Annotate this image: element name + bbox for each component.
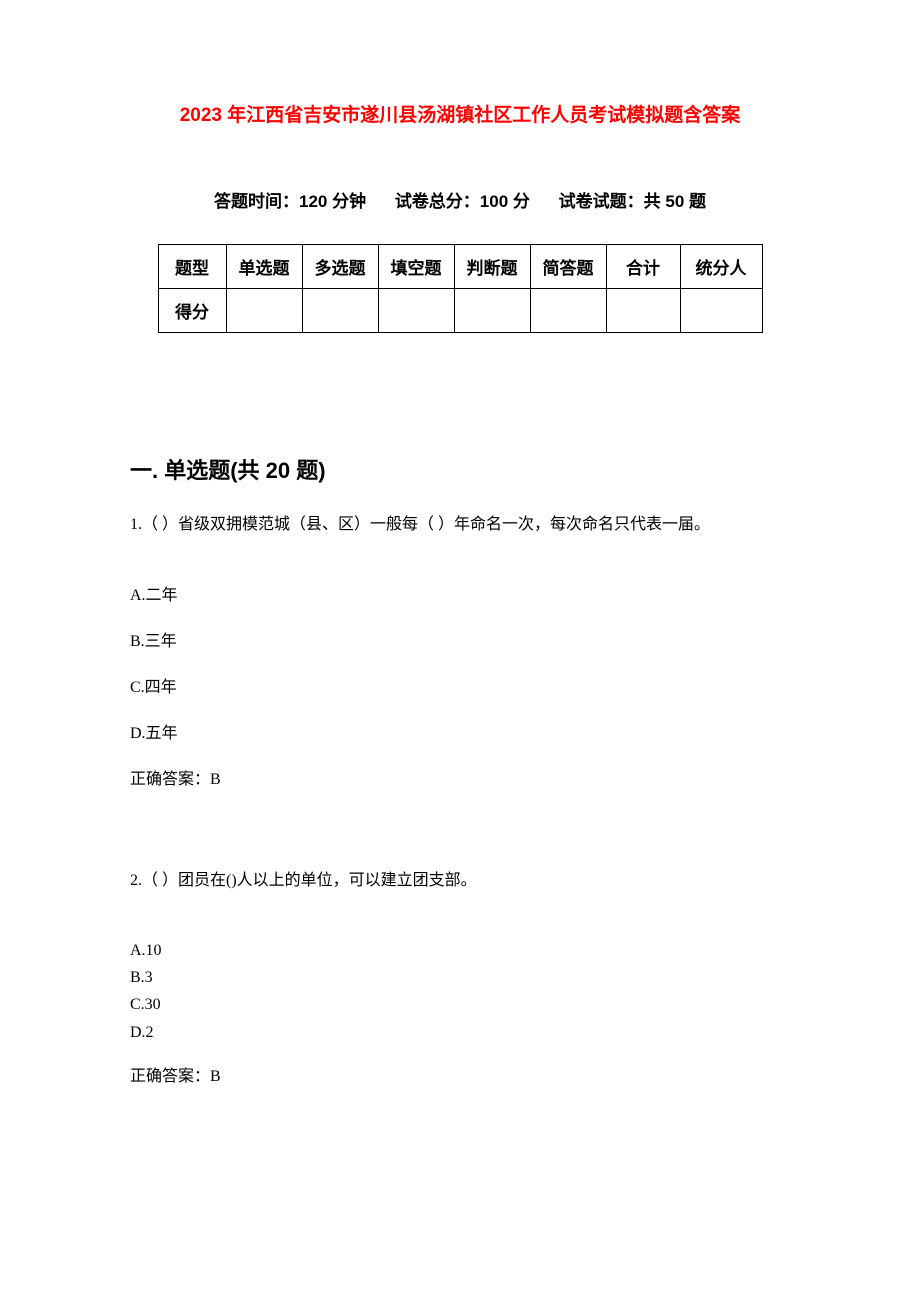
table-score-row: 得分 [158, 289, 762, 333]
question-text: 1.（ ）省级双拥模范城（县、区）一般每（ ）年命名一次，每次命名只代表一届。 [130, 513, 790, 537]
table-score-cell [302, 289, 378, 333]
table-header-row: 题型 单选题 多选题 填空题 判断题 简答题 合计 统分人 [158, 245, 762, 289]
exam-question-count: 试卷试题：共 50 题 [559, 192, 706, 211]
table-header-cell: 简答题 [530, 245, 606, 289]
table-header-cell: 判断题 [454, 245, 530, 289]
question-text: 2.（ ）团员在()人以上的单位，可以建立团支部。 [130, 869, 790, 893]
table-score-label: 得分 [158, 289, 226, 333]
exam-time: 答题时间：120 分钟 [214, 192, 366, 211]
option-d: D.五年 [130, 719, 790, 743]
table-score-cell [378, 289, 454, 333]
table-header-cell: 统分人 [680, 245, 762, 289]
table-header-cell: 合计 [606, 245, 680, 289]
table-score-cell [226, 289, 302, 333]
answer: 正确答案：B [130, 1062, 790, 1086]
option-a: A.二年 [130, 581, 790, 605]
table-score-cell [606, 289, 680, 333]
option-d: D.2 [130, 1019, 790, 1046]
table-header-cell: 多选题 [302, 245, 378, 289]
score-table: 题型 单选题 多选题 填空题 判断题 简答题 合计 统分人 得分 [158, 244, 763, 333]
table-header-cell: 填空题 [378, 245, 454, 289]
option-b: B.三年 [130, 627, 790, 651]
answer: 正确答案：B [130, 765, 790, 789]
option-a: A.10 [130, 937, 790, 964]
table-header-cell: 单选题 [226, 245, 302, 289]
table-header-cell: 题型 [158, 245, 226, 289]
table-score-cell [530, 289, 606, 333]
table-score-cell [454, 289, 530, 333]
section-heading: 一. 单选题(共 20 题) [130, 453, 790, 485]
option-c: C.四年 [130, 673, 790, 697]
option-b: B.3 [130, 964, 790, 991]
question-2: 2.（ ）团员在()人以上的单位，可以建立团支部。 A.10 B.3 C.30 … [130, 869, 790, 1086]
question-1: 1.（ ）省级双拥模范城（县、区）一般每（ ）年命名一次，每次命名只代表一届。 … [130, 513, 790, 789]
table-score-cell [680, 289, 762, 333]
exam-info: 答题时间：120 分钟 试卷总分：100 分 试卷试题：共 50 题 [130, 187, 790, 212]
exam-total-score: 试卷总分：100 分 [395, 192, 530, 211]
option-c: C.30 [130, 991, 790, 1018]
exam-title: 2023 年江西省吉安市遂川县汤湖镇社区工作人员考试模拟题含答案 [130, 100, 790, 127]
